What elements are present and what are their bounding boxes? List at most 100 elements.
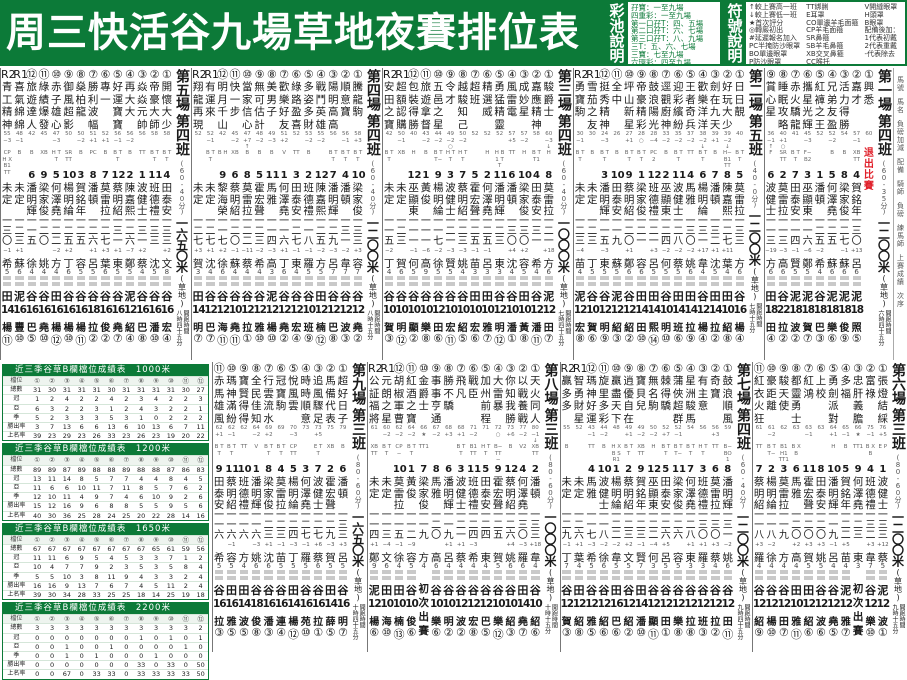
gate-number: 1 [816,170,824,181]
table-cell: 4 [139,581,144,590]
rating-change: +4 [506,542,515,548]
table-cell: 9 [94,563,99,572]
table-cell: 4 [198,572,203,581]
table-cell: 9 [168,502,173,511]
jockey: 馬雅 [586,476,597,500]
distance: 12 [216,304,231,316]
horse-name: 飛凡 [455,375,467,400]
trainer-initial: 姚 [685,258,696,270]
table-cell: 季 [13,652,20,660]
rating: 3 [269,268,275,276]
weight: 64 [407,425,415,431]
symbol-item: CO單邊羊毛面箍 [806,18,859,27]
last-race-course: 波 [238,617,249,628]
trainer-initial: 東 [480,552,491,564]
symbol-item: CC喉托 [806,57,830,66]
horse-name: 超好日子 [337,375,349,425]
trainer-initial: 方 [543,258,554,270]
gear: B TT [276,444,286,457]
distance: 12 [530,304,544,316]
gear: B [664,150,668,156]
trainer-initial: 蔡 [137,258,148,270]
track: 田 [226,584,237,597]
gear: B [614,150,619,156]
table-cell: 0 [124,652,129,661]
trainer-initial: 蔡 [710,552,721,564]
horse-number: ⑦ [648,362,659,375]
horse-entry: ④ 風雷電 57 +5 TT 6 潘頓 一三〇 +4 沈 4 谷 10 潘 ① [506,68,520,360]
horse-number: ③ [328,68,339,81]
header-cell: ⑪ [182,535,190,544]
gate-number: 2 [327,464,334,475]
table-cell: 勝出率 [7,581,26,589]
jockey: 何澤堯 [852,476,864,511]
distance: 18 [789,304,803,316]
weight: 43 [422,131,430,137]
header-cell: ① [34,615,41,624]
last-placing: ⑧ [519,332,530,345]
trainer-initial: 容 [75,258,87,270]
race-header: 第二場 第五班 (40-0分) 一二〇〇米 (草地) 開跑時間 七時十五分 [746,68,764,360]
table-cell: 89 [47,465,57,474]
recent-ratings: 一二五 [827,216,838,247]
header-cell: ⑫ [197,377,204,385]
jockey: 何澤堯 [51,182,62,217]
rating-change: −3 [252,542,261,548]
recent-ratings: 一二四 [288,510,299,541]
horse-name: 全中 [611,81,623,106]
table-cell: 3 [64,413,69,422]
gear: B1 TT [469,444,477,457]
jockey: 何澤堯 [685,476,696,511]
rating-change: +4 [507,248,516,254]
start-time: 開跑時間 九時十五分 [891,604,905,634]
jockey: 莫雷拉 [543,182,554,217]
last-race-course: 連 [276,617,286,628]
trainer-initial: 賀 [492,552,504,564]
horse-number: ⑩ [611,362,622,375]
gear: CP H XB1 TT [2,150,12,176]
symbol-item: CP羊毛面箍 [806,26,844,35]
table-cell: 25 [107,591,116,600]
table-cell: 0 [109,661,114,670]
rating-change: −1 [276,542,286,548]
table-cell: 13 [151,423,161,432]
distance: 10 [380,598,394,610]
weight: 56 [138,131,146,137]
horse-name: 寶賢得得 [238,375,250,425]
past-record-bar [816,570,826,580]
recent-ratings: 一三三 [530,510,541,541]
track: 泥 [13,290,25,303]
barrier-table-row: 上名率 39 30 34 28 33 25 25 18 14 25 19 18 [3,590,208,599]
horse-entry: R1 喜氣綿綿 48 −1 B 未定 一二三 +1 蘇 6 泥 16 豐 ⑩ [13,68,28,360]
past-record-bar [661,570,670,580]
weight-change: ○ [495,432,501,438]
table-cell: 36 [62,511,72,520]
track: 谷 [300,584,312,597]
last-placing: ⑦ [802,332,813,345]
weight-change: +1 [215,432,224,438]
horse-entry: ⑧ 燊柏龍 50 −2 B 3 賀銘年 一二五容 5 谷 16 楊 ⑪ [75,68,89,360]
table-cell: 67 [77,545,86,554]
rating-change: −1 [840,248,849,254]
horse-entry: R1 智勇財星 52 未定 一二六 +1 葉 4 田 12 紹 ⑧ [573,362,588,652]
past-record-bar [193,276,203,286]
last-placing: ⑩ [865,626,876,639]
gear: B TT [624,150,634,163]
table-cell: 3 [153,563,159,572]
past-record-bar [506,570,515,580]
table-cell: 7 [183,423,188,432]
rating-change: +2 [218,248,227,254]
recent-ratings: 一三三 [352,216,363,247]
last-placing: ⑤ [851,332,862,345]
recent-ratings: 一二一 [636,216,647,247]
rating: 7 [330,268,336,276]
table-cell: 3 [139,554,144,563]
rating: 6 [17,268,22,276]
weight: 70 [289,425,297,431]
recent-ratings: 一二三 [457,216,468,247]
last-placing: ⑧ [137,332,148,345]
jockey: 班德禮 [865,476,876,511]
table-cell: 50 [196,670,205,679]
rating-change: −2 [385,248,394,254]
jockey: 莫雷拉 [393,476,405,511]
